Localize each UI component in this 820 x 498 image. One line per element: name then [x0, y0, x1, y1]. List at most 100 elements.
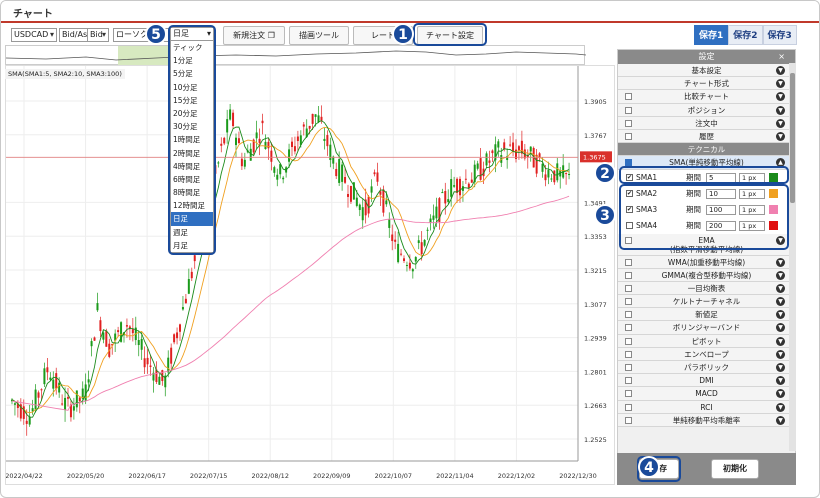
period-input[interactable]: 10 — [706, 188, 736, 199]
settings-row[interactable]: パラボリック ▼ — [618, 361, 795, 375]
color-swatch[interactable] — [769, 220, 778, 230]
settings-row[interactable]: チャート形式 ▼ — [618, 77, 795, 91]
timeframe-option[interactable]: 30分足 — [173, 122, 198, 132]
color-swatch[interactable] — [769, 188, 778, 198]
line-width-select[interactable]: 1 px — [739, 220, 765, 231]
sma-line-checkbox[interactable]: ✔ — [626, 189, 633, 197]
row-checkbox[interactable] — [625, 311, 632, 319]
settings-row[interactable]: DMI ▼ — [618, 374, 795, 388]
new-order-button[interactable]: 新規注文 ❐ — [223, 26, 285, 45]
period-input[interactable]: 200 — [706, 220, 736, 231]
chevron-down-icon[interactable]: ▼ — [776, 283, 785, 293]
save-tab-3[interactable]: 保存3 — [762, 25, 797, 45]
chevron-down-icon[interactable]: ▼ — [776, 415, 785, 425]
settings-row[interactable]: GMMA(複合型移動平均線) ▼ — [618, 268, 795, 282]
settings-row[interactable]: 新値足 ▼ — [618, 308, 795, 322]
color-swatch[interactable] — [769, 204, 778, 214]
settings-row[interactable]: RCI ▼ — [618, 400, 795, 414]
timeframe-option[interactable]: 1分足 — [173, 56, 193, 66]
chart-area[interactable]: 1.3905 1.3767 1.3491 1.3353 1.3215 1.3077 1.29… — [5, 65, 615, 485]
timeframe-option[interactable]: 20分足 — [173, 108, 198, 118]
settings-row[interactable]: ポジション ▼ — [618, 103, 795, 117]
settings-row[interactable]: ケルトナーチャネル ▼ — [618, 295, 795, 309]
chevron-down-icon[interactable]: ▼ — [776, 105, 785, 115]
timeframe-option[interactable]: 5分足 — [173, 69, 193, 79]
settings-row[interactable]: ピボット ▼ — [618, 334, 795, 348]
chevron-down-icon[interactable]: ▼ — [776, 323, 785, 333]
chevron-down-icon[interactable]: ▼ — [776, 310, 785, 320]
timeframe-option[interactable]: 週足 — [173, 227, 188, 237]
row-checkbox[interactable] — [625, 258, 632, 266]
color-swatch[interactable] — [769, 172, 778, 182]
settings-scrollbar[interactable] — [789, 63, 796, 451]
sma-checkbox[interactable] — [625, 159, 632, 167]
timeframe-option[interactable]: 1時間足 — [173, 135, 201, 145]
chevron-down-icon[interactable]: ▼ — [776, 402, 785, 412]
timeframe-option[interactable]: 日足 — [171, 212, 213, 226]
chevron-down-icon[interactable]: ▼ — [776, 270, 785, 280]
chevron-down-icon[interactable]: ▼ — [776, 79, 785, 89]
timeframe-option[interactable]: 6時間足 — [173, 174, 201, 184]
row-checkbox[interactable] — [625, 377, 632, 385]
settings-row[interactable]: エンベロープ ▼ — [618, 347, 795, 361]
timeframe-option[interactable]: 4時間足 — [173, 161, 201, 171]
chevron-down-icon[interactable]: ▼ — [776, 336, 785, 346]
settings-row[interactable]: 履歴 ▼ — [618, 129, 795, 144]
timeframe-option[interactable]: 2時間足 — [173, 148, 201, 158]
timeframe-option[interactable]: 10分足 — [173, 82, 198, 92]
row-checkbox[interactable] — [625, 271, 632, 279]
save-tab-2[interactable]: 保存2 — [728, 25, 763, 45]
row-checkbox[interactable] — [625, 298, 632, 306]
row-checkbox[interactable] — [625, 350, 632, 358]
timeframe-option[interactable]: ティック — [173, 43, 203, 52]
chevron-down-icon[interactable]: ▼ — [776, 257, 785, 267]
timeframe-option[interactable]: 月足 — [173, 240, 188, 250]
settings-row[interactable]: ボリンジャーバンド ▼ — [618, 321, 795, 335]
chevron-down-icon[interactable]: ▼ — [776, 363, 785, 372]
chevron-down-icon[interactable]: ▼ — [776, 389, 785, 399]
chevron-up-icon[interactable]: ▲ — [776, 158, 785, 168]
row-checkbox[interactable] — [625, 403, 632, 411]
settings-row[interactable]: 基本設定 ▼ — [618, 64, 795, 78]
row-checkbox[interactable] — [625, 119, 632, 127]
row-checkbox[interactable] — [625, 106, 632, 114]
side-select[interactable]: Bid — [87, 28, 109, 42]
row-checkbox[interactable] — [625, 390, 632, 398]
save-tab-1[interactable]: 保存1 — [694, 25, 729, 45]
timeframe-select[interactable]: 日足 — [171, 28, 213, 41]
settings-row[interactable]: 注文中 ▼ — [618, 116, 795, 130]
navigator-window[interactable] — [118, 46, 176, 66]
timeframe-dropdown[interactable]: 日足 ティック 1分足 5分足 10分足 15分足 20分足 30分足 1時間足 2時間足 4時間… — [170, 27, 214, 253]
chevron-down-icon[interactable]: ▼ — [776, 92, 785, 102]
sma-line-checkbox[interactable]: ✔ — [626, 205, 633, 213]
settings-row[interactable]: 一目均衡表 ▼ — [618, 281, 795, 296]
timeframe-option[interactable]: 15分足 — [173, 95, 198, 105]
sma-line-checkbox[interactable]: ✔ — [626, 173, 633, 181]
scrollbar-thumb[interactable] — [790, 73, 795, 203]
row-checkbox[interactable] — [625, 324, 632, 332]
row-checkbox[interactable] — [625, 337, 632, 345]
row-checkbox[interactable] — [625, 93, 632, 101]
chart-navigator[interactable] — [5, 45, 587, 66]
chevron-down-icon[interactable]: ▼ — [776, 131, 785, 141]
draw-tools-button[interactable]: 描画ツール — [289, 26, 349, 45]
line-width-select[interactable]: 1 px — [739, 188, 765, 199]
chevron-down-icon[interactable]: ▼ — [776, 118, 785, 128]
settings-row[interactable]: WMA(加重移動平均線) ▼ — [618, 255, 795, 269]
line-width-select[interactable]: 1 px — [739, 204, 765, 215]
sma-line-checkbox[interactable] — [626, 221, 633, 229]
period-input[interactable]: 100 — [706, 204, 736, 215]
row-checkbox[interactable] — [625, 132, 632, 140]
reset-button[interactable]: 初期化 — [711, 459, 759, 479]
chevron-down-icon[interactable]: ▼ — [776, 66, 785, 75]
timeframe-option[interactable]: 8時間足 — [173, 188, 201, 198]
chevron-down-icon[interactable]: ▼ — [776, 376, 785, 386]
row-checkbox[interactable] — [625, 364, 632, 371]
close-icon[interactable]: × — [778, 52, 785, 61]
row-checkbox[interactable] — [625, 284, 632, 292]
chevron-down-icon[interactable]: ▼ — [776, 349, 785, 359]
settings-row[interactable]: 単純移動平均乖離率 ▼ — [618, 413, 795, 427]
settings-row[interactable]: MACD ▼ — [618, 387, 795, 401]
chevron-down-icon[interactable]: ▼ — [776, 235, 785, 245]
row-checkbox[interactable] — [625, 416, 632, 424]
